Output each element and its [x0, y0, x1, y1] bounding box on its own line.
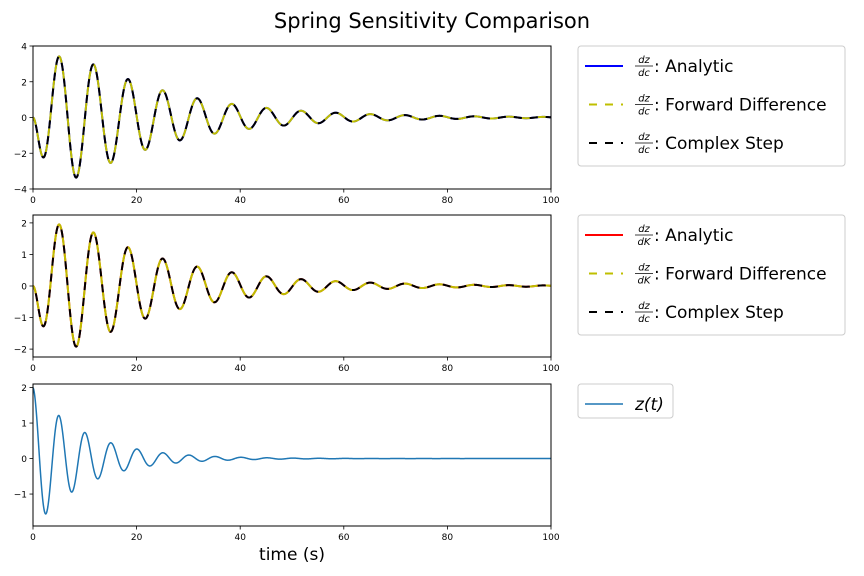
- legend-label: : Analytic: [654, 226, 733, 246]
- x-tick-label: 40: [234, 533, 246, 543]
- legend-label: : Analytic: [654, 57, 733, 77]
- x-tick-label: 100: [542, 196, 559, 206]
- legend-box: [577, 214, 846, 336]
- legend-fraction: dz dc: [635, 132, 653, 156]
- legend-box: [577, 383, 674, 419]
- x-tick-label: 60: [338, 533, 350, 543]
- y-tick-label: 0: [21, 455, 27, 465]
- panel-2: 0 20 40 60 80 100 −2 −1 0 1 2: [14, 214, 560, 374]
- x-tick-label: 80: [442, 533, 454, 543]
- x-tick-label: 20: [131, 196, 143, 206]
- legend-fraction: dz dK: [635, 224, 653, 248]
- y-tick-label: −4: [14, 186, 28, 196]
- x-tick-label: 80: [442, 364, 454, 374]
- legend-fraction: dz dK: [635, 263, 653, 287]
- legend-label: : Complex Step: [654, 303, 784, 323]
- legend-fraction: dz dc: [635, 94, 653, 118]
- series-line-1: [33, 387, 551, 515]
- series-line-2: [33, 223, 551, 348]
- fraction-denominator: dc: [638, 145, 650, 156]
- y-tick-label: 1: [21, 420, 27, 430]
- x-tick-label: 40: [234, 364, 246, 374]
- x-tick-label: 20: [131, 364, 143, 374]
- panel-3: 0 20 40 60 80 100 −1 0 1 2 time (s): [14, 383, 560, 565]
- y-tick-label: 2: [21, 219, 27, 229]
- series-line-3: [33, 223, 551, 348]
- legend-fraction: dz dc: [635, 55, 653, 79]
- fraction-denominator: dc: [638, 107, 650, 118]
- legend-3: z(t): [577, 383, 674, 419]
- x-tick-label: 60: [338, 364, 350, 374]
- series-group: [33, 55, 551, 179]
- y-tick-label: 2: [21, 78, 27, 88]
- fraction-denominator: dK: [638, 276, 652, 287]
- panel-1: 0 20 40 60 80 100 −4 −2 0 2 4: [14, 43, 560, 207]
- fraction-denominator: dc: [638, 314, 650, 325]
- x-axis-label: time (s): [259, 545, 325, 565]
- y-tick-label: 2: [21, 384, 27, 394]
- x-tick-label: 0: [30, 196, 36, 206]
- x-tick-label: 60: [338, 196, 350, 206]
- y-tick-label: 0: [21, 283, 27, 293]
- y-tick-label: 4: [21, 43, 27, 53]
- x-tick-label: 40: [234, 196, 246, 206]
- y-tick-label: −2: [14, 150, 27, 160]
- fraction-denominator: dK: [638, 237, 652, 248]
- legend-label: z(t): [634, 395, 664, 415]
- x-tick-label: 100: [542, 364, 559, 374]
- fraction-denominator: dc: [638, 68, 650, 79]
- chart-title: Spring Sensitivity Comparison: [274, 9, 590, 33]
- fraction-numerator: dz: [638, 263, 650, 274]
- x-tick-label: 20: [131, 533, 143, 543]
- plot-frame: [32, 383, 552, 527]
- legend-label: : Forward Difference: [654, 265, 827, 285]
- y-tick-label: −1: [14, 314, 27, 324]
- legend-label: : Forward Difference: [654, 96, 827, 116]
- series-group: [33, 223, 551, 348]
- fraction-numerator: dz: [638, 301, 650, 312]
- series-group: [33, 387, 551, 515]
- legend-box: [577, 45, 846, 167]
- x-tick-label: 100: [542, 533, 559, 543]
- y-tick-label: −2: [14, 346, 27, 356]
- fraction-numerator: dz: [638, 94, 650, 105]
- x-tick-label: 0: [30, 533, 36, 543]
- fraction-numerator: dz: [638, 224, 650, 235]
- y-tick-label: −1: [14, 491, 27, 501]
- legend-label: : Complex Step: [654, 134, 784, 154]
- series-line-2: [33, 55, 551, 179]
- y-tick-label: 0: [21, 114, 27, 124]
- x-tick-label: 80: [442, 196, 454, 206]
- legend-fraction: dz dc: [635, 301, 653, 325]
- y-tick-label: 1: [21, 251, 27, 261]
- fraction-numerator: dz: [638, 132, 650, 143]
- x-tick-label: 0: [30, 364, 36, 374]
- fraction-numerator: dz: [638, 55, 650, 66]
